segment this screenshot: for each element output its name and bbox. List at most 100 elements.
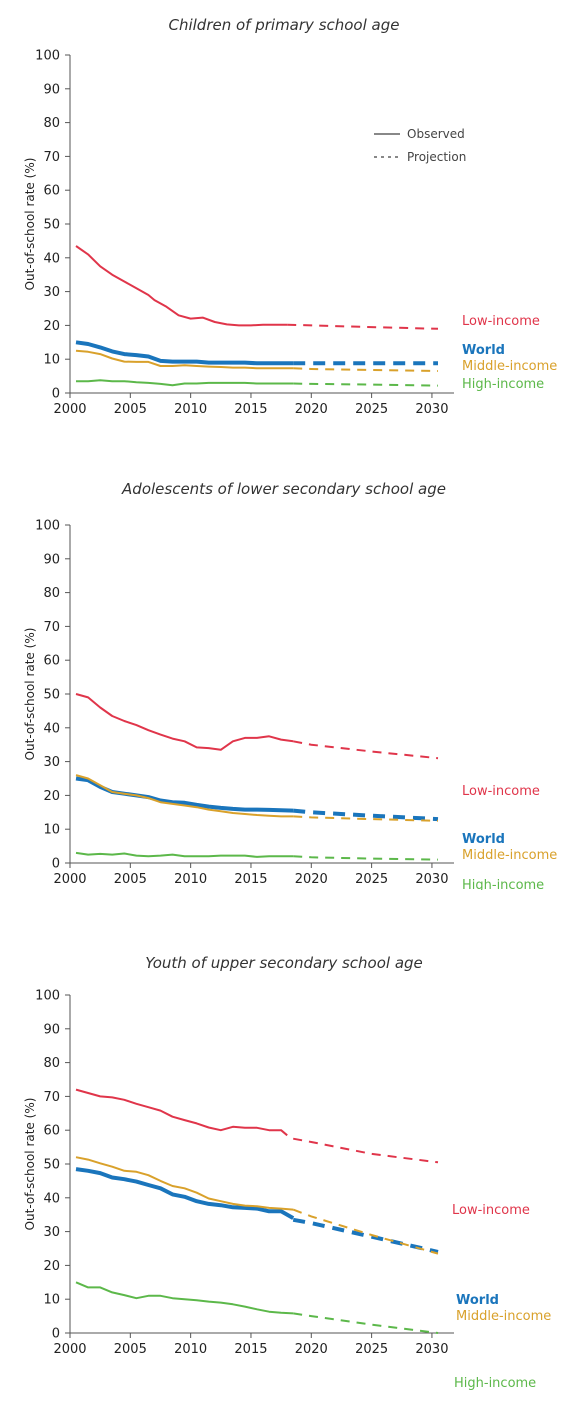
x-tick-label: 2010 [174, 872, 207, 887]
x-tick-label: 2020 [295, 402, 328, 417]
series-label-low-income: Low-income [462, 784, 540, 799]
chart-title: Youth of upper secondary school age [145, 954, 423, 972]
series-label-high-income: High-income [454, 1376, 536, 1391]
x-tick-label: 2030 [415, 1342, 448, 1357]
y-axis-label: Out-of-school rate (%) [23, 1098, 37, 1231]
chart-lower-secondary: Adolescents of lower secondary school ag… [0, 470, 568, 893]
x-tick-label: 2010 [174, 402, 207, 417]
y-tick-label: 90 [43, 82, 60, 97]
series-middle-income-observed-line [75, 774, 294, 818]
chart-upper-secondary: Youth of upper secondary school age Out-o… [0, 940, 568, 1391]
y-tick-label: 100 [35, 519, 60, 534]
chart-primary-svg: Children of primary school age Out-of-sch… [23, 16, 557, 417]
x-tick-label: 2020 [295, 1342, 328, 1357]
series-middle-income-projection-line [292, 1208, 439, 1255]
y-tick-label: 100 [35, 49, 60, 64]
chart-primary: Children of primary school age Out-of-sch… [0, 0, 568, 420]
series-label-world: World [462, 832, 505, 847]
x-tick-label: 2005 [114, 872, 147, 887]
y-tick-label: 0 [52, 387, 60, 402]
series-label-world: World [462, 343, 505, 358]
y-tick-label: 20 [43, 319, 60, 334]
series-label-middle-income: Middle-income [462, 848, 557, 863]
y-tick-label: 30 [43, 1225, 60, 1240]
series-low-income-observed-line [75, 1088, 288, 1137]
x-tick-label: 2000 [53, 1342, 86, 1357]
y-axis-label: Out-of-school rate (%) [23, 158, 37, 291]
series-world-observed-line [75, 340, 294, 366]
x-tick-label: 2010 [174, 1342, 207, 1357]
series-world-observed-line [75, 1167, 295, 1220]
series-world-projection-line [293, 808, 439, 822]
y-tick-label: 90 [43, 552, 60, 567]
y-tick-label: 40 [43, 251, 60, 266]
x-tick-label: 2005 [114, 402, 147, 417]
y-tick-label: 20 [43, 1259, 60, 1274]
y-tick-label: 60 [43, 184, 60, 199]
legend-projection-label: Projection [407, 150, 466, 164]
y-tick-label: 80 [43, 1056, 60, 1071]
chart-title: Children of primary school age [168, 16, 399, 34]
series-middle-income-projection-line [293, 367, 439, 372]
series-label-high-income: High-income [462, 878, 544, 890]
x-tick-label: 2025 [355, 872, 388, 887]
y-tick-label: 80 [43, 116, 60, 131]
series-world-projection-line [292, 1217, 439, 1254]
series-high-income-observed-line [76, 379, 294, 387]
y-tick-label: 40 [43, 721, 60, 736]
x-tick-label: 2015 [234, 402, 267, 417]
y-tick-label: 50 [43, 1158, 60, 1173]
y-tick-label: 70 [43, 620, 60, 635]
y-tick-label: 20 [43, 789, 60, 804]
legend-observed-label: Observed [407, 127, 465, 141]
y-tick-label: 60 [43, 1124, 60, 1139]
x-tick-label: 2015 [234, 1342, 267, 1357]
chart-lower-secondary-svg: Adolescents of lower secondary school ag… [23, 480, 557, 893]
x-tick-label: 2025 [355, 1342, 388, 1357]
series-label-low-income: Low-income [462, 314, 540, 329]
series-middle-income-observed-line [75, 349, 294, 370]
x-tick-label: 2005 [114, 1342, 147, 1357]
y-tick-label: 80 [43, 586, 60, 601]
y-tick-label: 50 [43, 688, 60, 703]
x-tick-label: 2020 [295, 872, 328, 887]
y-tick-label: 0 [52, 1327, 60, 1342]
series-middle-income-observed-line [75, 1156, 294, 1211]
series-high-income-projection-line [293, 1312, 439, 1334]
series-low-income-projection-line [293, 1137, 439, 1164]
series-label-middle-income: Middle-income [462, 359, 557, 374]
x-tick-label: 2000 [53, 872, 86, 887]
y-tick-label: 90 [43, 1022, 60, 1037]
series-low-income-observed-line [75, 245, 288, 327]
chart-upper-secondary-svg: Youth of upper secondary school age Out-o… [23, 954, 551, 1391]
x-tick-label: 2015 [234, 872, 267, 887]
x-tick-label: 2000 [53, 402, 86, 417]
y-tick-label: 10 [43, 1293, 60, 1308]
series-middle-income-projection-line [293, 815, 439, 822]
series-label-high-income: High-income [462, 377, 544, 392]
series-low-income-projection-line [287, 323, 439, 330]
series-low-income-observed-line [75, 693, 294, 751]
series-high-income-observed-line [75, 1281, 294, 1315]
series-label-low-income: Low-income [452, 1203, 530, 1218]
y-tick-label: 40 [43, 1191, 60, 1206]
x-tick-label: 2030 [415, 872, 448, 887]
y-tick-label: 30 [43, 285, 60, 300]
y-tick-label: 70 [43, 150, 60, 165]
series-high-income-projection-line [293, 382, 439, 387]
x-tick-label: 2025 [355, 402, 388, 417]
y-tick-label: 30 [43, 755, 60, 770]
y-tick-label: 0 [52, 857, 60, 872]
chart-title: Adolescents of lower secondary school ag… [121, 480, 446, 498]
y-tick-label: 50 [43, 218, 60, 233]
series-high-income-projection-line [293, 855, 439, 861]
series-high-income-observed-line [75, 851, 294, 858]
x-tick-label: 2030 [415, 402, 448, 417]
series-low-income-projection-line [293, 740, 439, 760]
y-tick-label: 70 [43, 1090, 60, 1105]
y-axis-label: Out-of-school rate (%) [23, 628, 37, 761]
y-tick-label: 10 [43, 353, 60, 368]
y-tick-label: 100 [35, 989, 60, 1004]
series-label-world: World [456, 1293, 499, 1308]
series-label-middle-income: Middle-income [456, 1309, 551, 1324]
